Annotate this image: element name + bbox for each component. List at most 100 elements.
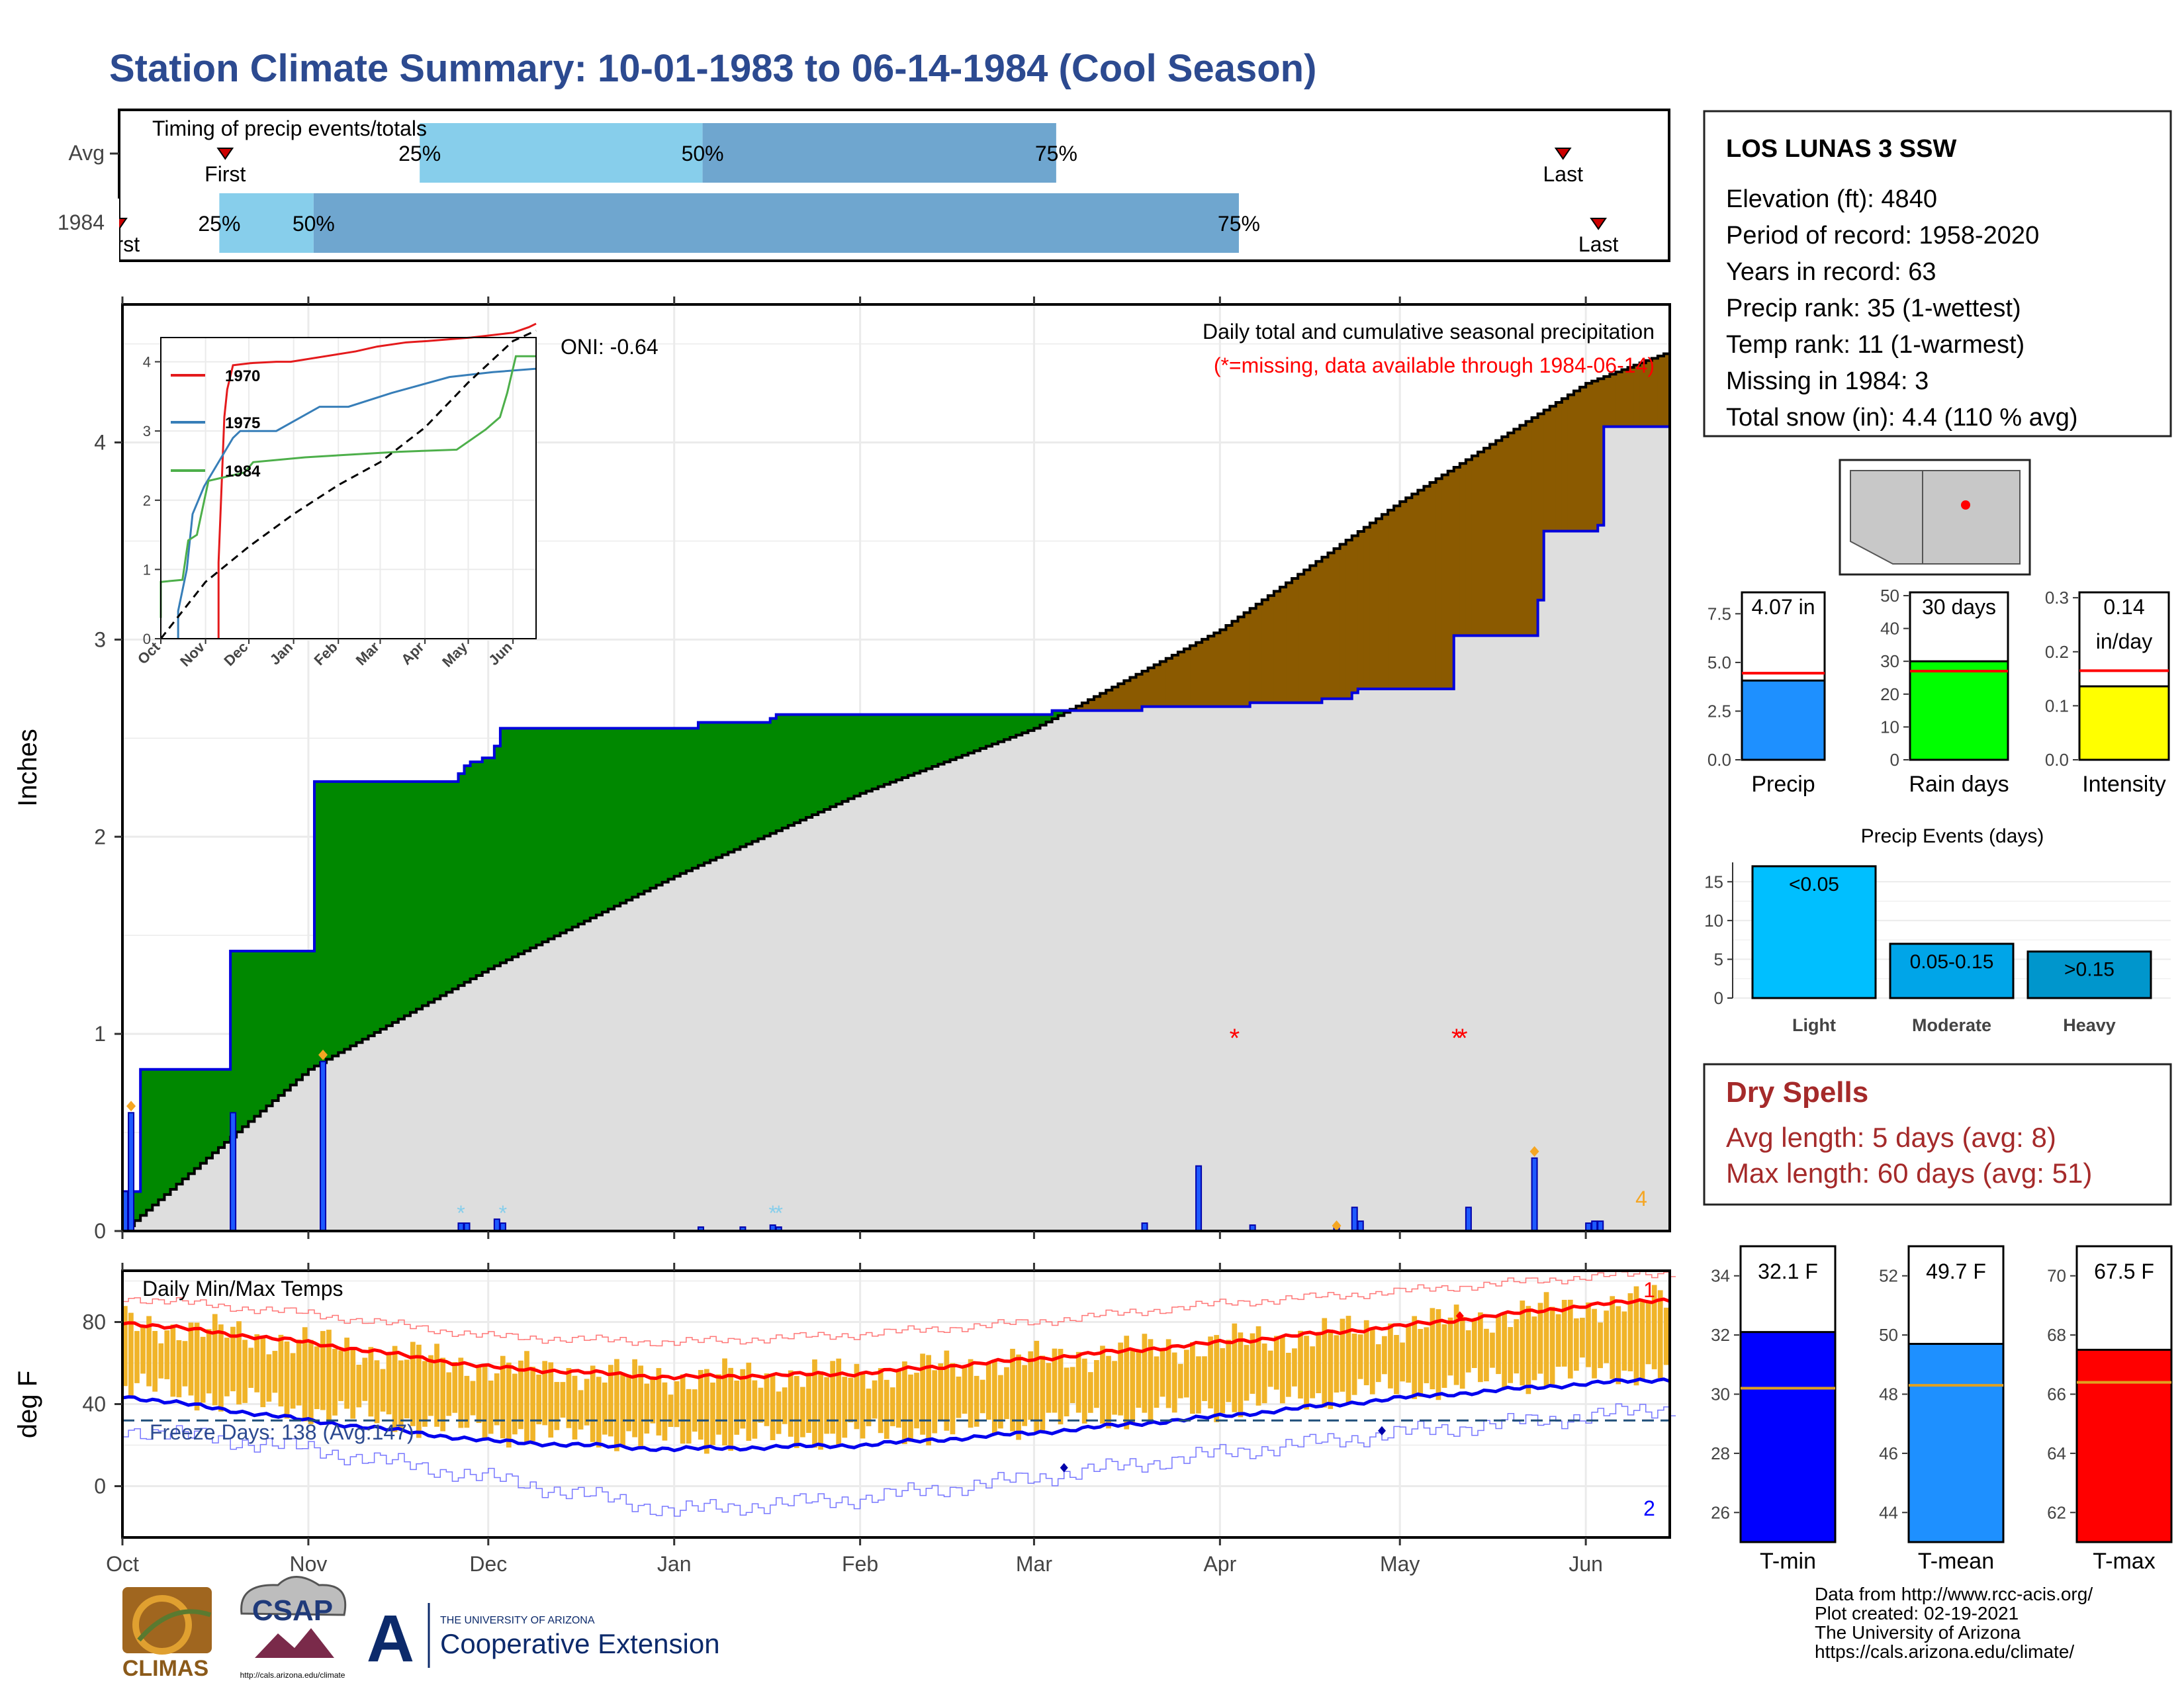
daily-temp-range-bar bbox=[128, 1312, 134, 1396]
daily-temp-range-bar bbox=[1496, 1314, 1501, 1375]
surplus-area bbox=[758, 722, 765, 839]
daily-temp-range-bar bbox=[1316, 1332, 1322, 1394]
daily-temp-range-bar bbox=[1604, 1310, 1610, 1363]
temp-summary-tick-label: 48 bbox=[1879, 1385, 1898, 1404]
summary-bar-tick-label: 20 bbox=[1880, 684, 1899, 704]
surplus-area bbox=[991, 714, 999, 745]
deficit-area bbox=[1514, 429, 1521, 636]
surplus-area bbox=[848, 714, 855, 799]
surplus-area bbox=[578, 728, 585, 925]
summary-bar-tick-label: 0 bbox=[1890, 750, 1899, 770]
temp-summary-label: T-max bbox=[2093, 1549, 2155, 1574]
events-title: Precip Events (days) bbox=[1861, 825, 2044, 847]
month-tick-label: Mar bbox=[1016, 1552, 1052, 1576]
daily-temp-range-bar bbox=[602, 1382, 608, 1435]
daily-temp-range-bar bbox=[188, 1322, 194, 1396]
surplus-area bbox=[338, 781, 345, 1053]
daily-temp-range-bar bbox=[1459, 1316, 1465, 1389]
dry-spells-avg: Avg length: 5 days (avg: 8) bbox=[1726, 1122, 2056, 1153]
temp-summary-tick-label: 68 bbox=[2047, 1325, 2066, 1345]
deficit-area bbox=[1412, 494, 1418, 689]
surplus-area bbox=[746, 722, 753, 845]
daily-temp-range-bar bbox=[458, 1357, 464, 1428]
daily-temp-range-bar bbox=[746, 1362, 752, 1441]
deficit-area bbox=[1075, 706, 1083, 711]
surplus-area bbox=[926, 714, 933, 769]
daily-temp-range-bar bbox=[1016, 1354, 1021, 1440]
summary-bar-tick-label: 0.2 bbox=[2045, 642, 2069, 662]
temp-y-tick-label: 40 bbox=[82, 1393, 106, 1416]
daily-temp-range-bar bbox=[614, 1359, 619, 1451]
csap-cloud-icon bbox=[240, 1576, 347, 1616]
surplus-area bbox=[542, 728, 549, 942]
daily-temp-range-bar bbox=[488, 1380, 494, 1434]
surplus-area bbox=[470, 762, 477, 980]
station-location-dot bbox=[1961, 500, 1970, 510]
first-event-marker-icon bbox=[216, 148, 234, 160]
daily-temp-range-bar bbox=[728, 1367, 733, 1451]
daily-temp-range-bar bbox=[836, 1358, 842, 1446]
daily-temp-range-bar bbox=[380, 1369, 386, 1412]
summary-bar-tick-label: 40 bbox=[1880, 619, 1899, 639]
daily-temp-range-bar bbox=[680, 1374, 686, 1444]
daily-temp-range-bar bbox=[1345, 1316, 1351, 1404]
record-min-line bbox=[122, 1403, 1676, 1517]
daily-temp-range-bar bbox=[164, 1330, 170, 1379]
daily-temp-range-bar bbox=[560, 1382, 566, 1418]
surplus-area bbox=[662, 728, 669, 882]
daily-temp-range-bar bbox=[182, 1341, 188, 1387]
surplus-area bbox=[368, 781, 375, 1036]
freeze-days-label: Freeze Days: 138 (Avg:147) bbox=[150, 1420, 414, 1444]
events-bar-label: 0.05-0.15 bbox=[1910, 951, 1994, 973]
daily-temp-range-bar bbox=[566, 1367, 572, 1428]
month-tick-label: May bbox=[1380, 1552, 1420, 1576]
temp-summary-tick-label: 50 bbox=[1879, 1325, 1898, 1345]
temp-summary-tick-label: 28 bbox=[1711, 1443, 1730, 1463]
daily-temp-range-bar bbox=[1561, 1299, 1567, 1367]
deficit-area bbox=[1598, 379, 1604, 526]
snow-marker-icon: * bbox=[768, 1201, 776, 1225]
events-bar-label: >0.15 bbox=[2064, 959, 2115, 981]
daily-temp-range-bar bbox=[914, 1373, 919, 1429]
timing-quartile-label: 25% bbox=[198, 212, 240, 236]
avg-max-line bbox=[122, 1297, 1670, 1381]
surplus-area bbox=[602, 728, 609, 913]
daily-temp-range-bar bbox=[512, 1373, 518, 1435]
surplus-area bbox=[218, 1069, 225, 1148]
daily-temp-range-bar bbox=[1226, 1340, 1232, 1402]
station-map bbox=[1839, 459, 2031, 576]
daily-temp-range-bar bbox=[1580, 1318, 1585, 1358]
daily-temp-range-bar bbox=[926, 1355, 932, 1445]
daily-temp-range-bar bbox=[446, 1372, 452, 1416]
daily-temp-range-bar bbox=[590, 1365, 596, 1442]
inset-avg-line bbox=[159, 330, 537, 639]
surplus-area bbox=[1010, 714, 1017, 737]
first-event-label: First bbox=[205, 162, 246, 186]
daily-temp-range-bar bbox=[1250, 1333, 1255, 1394]
month-tick-label: Dec bbox=[469, 1552, 507, 1576]
daily-temp-range-bar bbox=[1279, 1336, 1285, 1404]
daily-temp-range-bar bbox=[968, 1359, 974, 1428]
daily-temp-range-bar bbox=[464, 1375, 470, 1428]
surplus-area bbox=[200, 1069, 207, 1164]
daily-temp-range-bar bbox=[1334, 1335, 1340, 1393]
daily-temp-range-bar bbox=[1075, 1351, 1081, 1413]
daily-temp-range-bar bbox=[596, 1377, 602, 1448]
deficit-area bbox=[1238, 617, 1245, 707]
month-tick-label: Jan bbox=[657, 1552, 692, 1576]
surplus-area bbox=[872, 714, 879, 789]
deficit-area bbox=[1543, 410, 1551, 531]
daily-temp-range-bar bbox=[1244, 1345, 1250, 1401]
deficit-area bbox=[1580, 387, 1586, 531]
surplus-area bbox=[776, 714, 783, 831]
summary-bar-tick-label: 0.1 bbox=[2045, 696, 2069, 715]
daily-temp-range-bar bbox=[1663, 1307, 1669, 1365]
surplus-area bbox=[464, 766, 471, 983]
summary-bar-tick-label: 30 bbox=[1880, 651, 1899, 671]
month-tick-label: Oct bbox=[106, 1552, 139, 1576]
deficit-area bbox=[1244, 612, 1251, 707]
deficit-area bbox=[1663, 353, 1670, 427]
deficit-area bbox=[1226, 625, 1233, 707]
daily-temp-range-bar bbox=[1514, 1319, 1520, 1374]
heavy-event-diamond bbox=[1332, 1220, 1342, 1231]
